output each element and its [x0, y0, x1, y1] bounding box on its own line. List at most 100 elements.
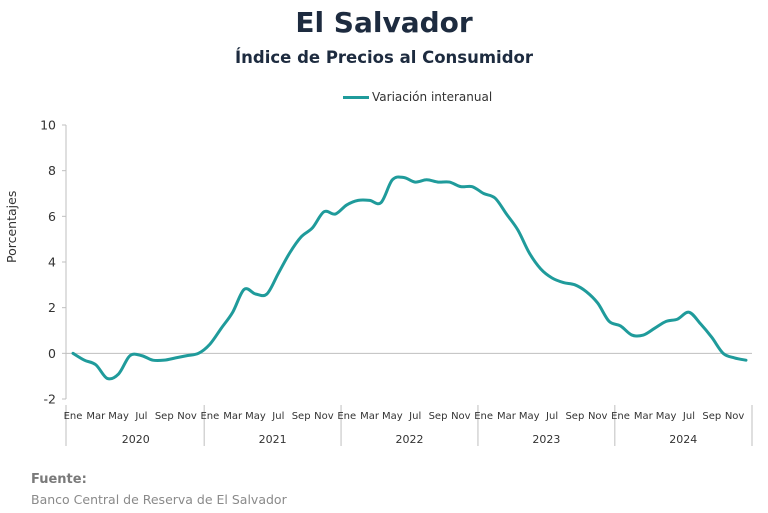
data-point: [266, 293, 268, 295]
data-point: [517, 229, 519, 231]
series-line-variacion-interanual: [71, 175, 748, 381]
data-point: [254, 293, 256, 295]
data-point: [163, 359, 165, 361]
x-tick-label: May: [108, 411, 129, 422]
data-point: [585, 290, 587, 292]
x-tick-label: Mar: [223, 411, 243, 422]
data-point: [551, 277, 553, 279]
x-tick-label: Nov: [451, 411, 471, 422]
data-point: [733, 357, 735, 359]
x-tick-label: Ene: [200, 411, 219, 422]
data-point: [174, 357, 176, 359]
data-point: [186, 354, 188, 356]
x-tick-label: Nov: [314, 411, 334, 422]
x-tick-label: Jul: [545, 411, 558, 422]
x-tick-label: May: [245, 411, 266, 422]
data-point: [437, 181, 439, 183]
x-tick-label: May: [519, 411, 540, 422]
year-label: 2021: [259, 433, 287, 446]
x-tick-label: Ene: [474, 411, 493, 422]
data-point: [300, 236, 302, 238]
x-tick-label: Sep: [429, 411, 448, 422]
data-point: [380, 201, 382, 203]
data-point: [448, 181, 450, 183]
x-tick-label: Sep: [155, 411, 174, 422]
data-point: [619, 325, 621, 327]
y-tick-label: 0: [48, 346, 56, 361]
data-point: [642, 334, 644, 336]
data-point: [699, 322, 701, 324]
data-point: [711, 336, 713, 338]
data-point: [140, 354, 142, 356]
chart-title: El Salvador: [295, 6, 473, 39]
data-point: [403, 176, 405, 178]
source-heading: Fuente:: [31, 472, 87, 487]
data-point: [357, 199, 359, 201]
y-tick-label: -2: [44, 392, 56, 407]
data-point: [311, 227, 313, 229]
x-tick-label: Nov: [725, 411, 745, 422]
data-point: [425, 179, 427, 181]
y-tick-label: 6: [48, 209, 56, 224]
x-tick-label: Ene: [611, 411, 630, 422]
data-point: [460, 185, 462, 187]
data-point: [72, 352, 74, 354]
data-point: [277, 272, 279, 274]
x-tick-label: Sep: [292, 411, 311, 422]
data-point: [346, 204, 348, 206]
data-point: [391, 179, 393, 181]
data-point: [152, 359, 154, 361]
y-tick-label: 2: [48, 300, 56, 315]
data-point: [197, 352, 199, 354]
x-tick-label: May: [656, 411, 677, 422]
data-point: [289, 252, 291, 254]
x-tick-label: Ene: [337, 411, 356, 422]
data-point: [505, 213, 507, 215]
x-tick-label: May: [382, 411, 403, 422]
x-tick-label: Jul: [408, 411, 421, 422]
data-point: [597, 302, 599, 304]
x-tick-label: Ene: [64, 411, 83, 422]
data-point: [494, 197, 496, 199]
x-tick-label: Mar: [360, 411, 380, 422]
data-point: [209, 343, 211, 345]
x-tick-label: Mar: [634, 411, 654, 422]
year-label: 2024: [669, 433, 697, 446]
x-tick-label: Jul: [134, 411, 147, 422]
data-point: [106, 377, 108, 379]
data-point: [83, 359, 85, 361]
data-point: [95, 364, 97, 366]
data-point: [243, 288, 245, 290]
data-point: [688, 311, 690, 313]
data-point: [574, 284, 576, 286]
legend-line-swatch: [343, 95, 369, 99]
data-point: [368, 199, 370, 201]
x-tick-label: Jul: [682, 411, 695, 422]
year-label: 2023: [532, 433, 560, 446]
data-point: [528, 252, 530, 254]
x-tick-label: Nov: [588, 411, 608, 422]
y-tick-label: 4: [48, 255, 56, 270]
data-point: [323, 211, 325, 213]
data-point: [722, 352, 724, 354]
data-point: [665, 320, 667, 322]
data-point: [745, 359, 747, 361]
year-label: 2020: [122, 433, 150, 446]
data-point: [562, 281, 564, 283]
y-tick-label: 8: [48, 163, 56, 178]
data-point: [220, 327, 222, 329]
source-text: Banco Central de Reserva de El Salvador: [31, 492, 287, 507]
data-point: [334, 213, 336, 215]
x-tick-label: Mar: [497, 411, 517, 422]
chart-subtitle: Índice de Precios al Consumidor: [235, 48, 533, 67]
data-point: [482, 192, 484, 194]
legend-label: Variación interanual: [372, 90, 493, 104]
x-tick-label: Mar: [86, 411, 106, 422]
data-point: [676, 318, 678, 320]
data-point: [631, 334, 633, 336]
x-tick-label: Sep: [702, 411, 721, 422]
data-point: [129, 354, 131, 356]
chart-legend: Variación interanual: [343, 90, 492, 104]
data-point: [539, 268, 541, 270]
